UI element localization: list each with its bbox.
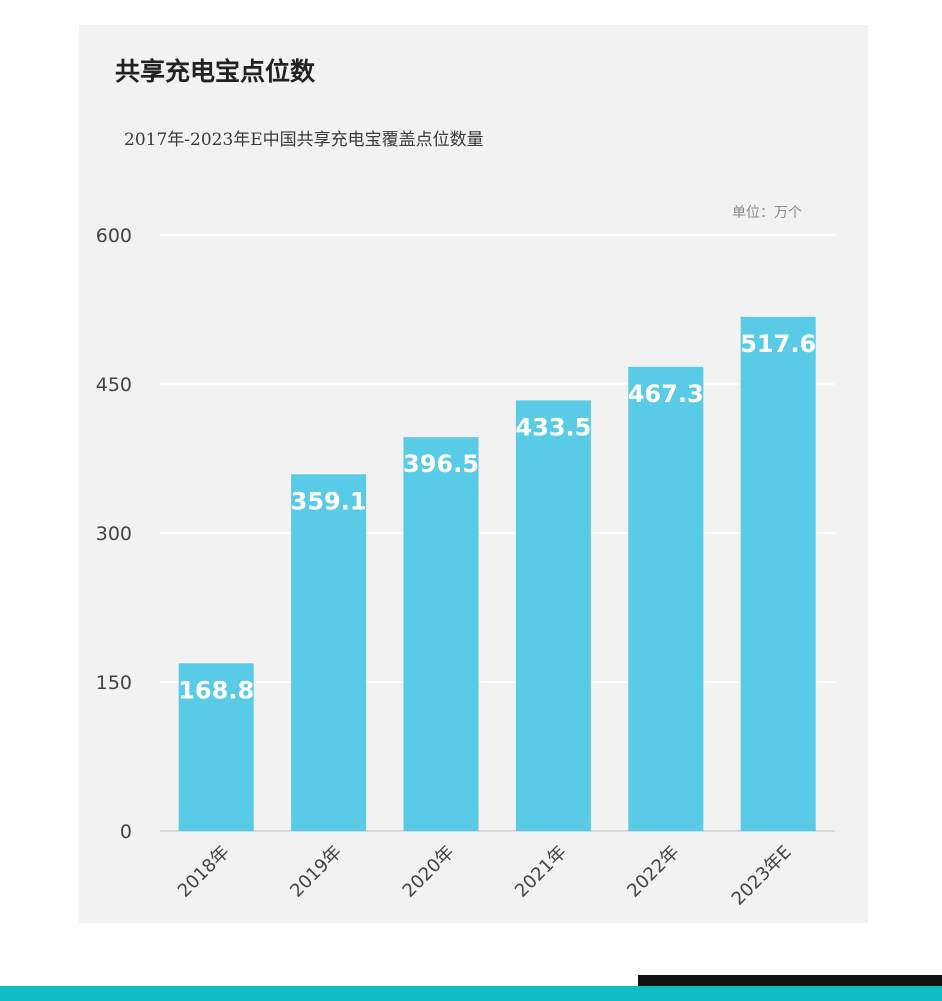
y-tick-label: 0 [120,821,132,843]
chart-title: 共享充电宝点位数 [115,57,316,86]
data-label: 467.3 [628,380,704,408]
bar [515,400,591,831]
x-tick-label: 2023年E [728,842,796,910]
data-label: 396.5 [403,450,479,478]
bottom-accent-bar [638,975,942,986]
bar [740,316,816,831]
bottom-teal-bar [0,986,942,1001]
y-tick-label: 450 [96,374,132,396]
data-label: 359.1 [291,487,367,515]
data-label: 168.8 [178,676,254,704]
y-tick-label: 150 [96,672,132,694]
bar [403,437,479,831]
y-tick-label: 600 [96,225,132,247]
x-tick-label: 2021年 [511,842,571,902]
x-tick-label: 2019年 [286,842,346,902]
unit-label: 单位：万个 [732,205,802,221]
chart-subtitle: 2017年-2023年E中国共享充电宝覆盖点位数量 [124,130,484,150]
data-label: 433.5 [515,413,591,441]
y-tick-label: 300 [96,523,132,545]
bar [178,663,254,831]
x-tick-label: 2020年 [399,842,459,902]
bar [291,474,367,831]
data-label: 517.6 [740,330,816,358]
x-tick-label: 2022年 [623,842,683,902]
x-tick-label: 2018年 [174,842,234,902]
bar [628,366,704,831]
